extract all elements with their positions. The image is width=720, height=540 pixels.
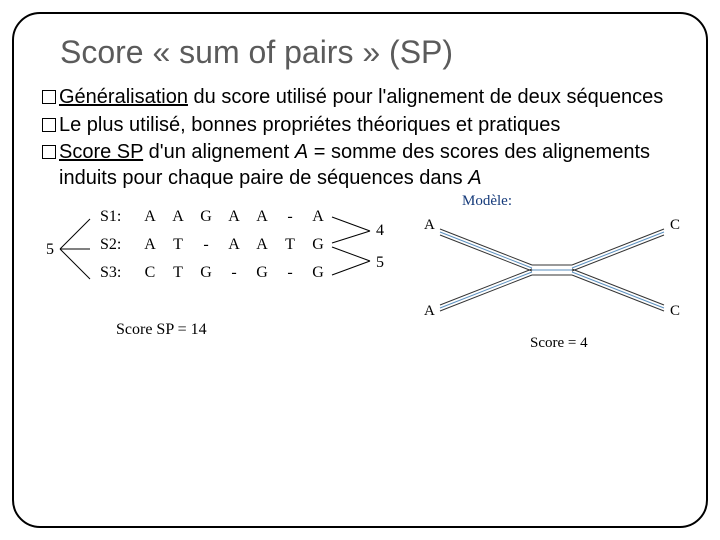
model-score-text: Score = 4	[530, 335, 588, 352]
table-row: S3: C T G - G - G	[100, 259, 332, 287]
seq-cell: -	[276, 208, 304, 226]
left-bracket-icon: 5	[42, 193, 104, 303]
bullet-item: Le plus utilisé, bonnes propriétes théor…	[42, 113, 678, 139]
seq-cell: C	[136, 264, 164, 282]
bullet-item: Score SP d'un alignement A = somme des s…	[42, 140, 678, 191]
seq-cell: G	[192, 264, 220, 282]
bullet-box-icon	[42, 145, 56, 159]
model-node-label: A	[424, 303, 435, 320]
sequence-table: S1: A A G A A - A S2: A T - A A T G S3:	[100, 203, 332, 287]
seq-cell: T	[276, 236, 304, 254]
bullet-rest: du score utilisé pour l'alignement de de…	[188, 86, 663, 108]
seq-label: S2:	[100, 236, 136, 254]
score-sp-text: Score SP = 14	[116, 321, 207, 339]
diagram-area: 5 S1: A A G A A - A S2: A T - A A T	[42, 187, 678, 367]
seq-cell: -	[220, 264, 248, 282]
slide-frame: Score « sum of pairs » (SP) Généralisati…	[12, 12, 708, 528]
bullet-lead: Score SP	[59, 141, 143, 163]
model-node-label: C	[670, 303, 680, 320]
right-bottom-value: 5	[376, 254, 384, 271]
seq-label: S3:	[100, 264, 136, 282]
seq-cell: G	[248, 264, 276, 282]
seq-cell: A	[248, 208, 276, 226]
seq-label: S1:	[100, 208, 136, 226]
bullet-list: Généralisation du score utilisé pour l'a…	[42, 85, 678, 191]
seq-cell: T	[164, 264, 192, 282]
seq-cell: A	[220, 236, 248, 254]
seq-cell: -	[192, 236, 220, 254]
bullet-ital: A	[468, 167, 481, 189]
slide-title: Score « sum of pairs » (SP)	[60, 34, 678, 71]
seq-cell: A	[220, 208, 248, 226]
bullet-rest: Le plus utilisé, bonnes propriétes théor…	[59, 114, 560, 136]
bullet-box-icon	[42, 118, 56, 132]
right-bracket-icon: 4 5	[326, 195, 416, 305]
bullet-lead: Généralisation	[59, 86, 188, 108]
bullet-text: Généralisation du score utilisé pour l'a…	[59, 85, 678, 111]
seq-cell: T	[164, 236, 192, 254]
model-node-label: C	[670, 217, 680, 234]
bullet-item: Généralisation du score utilisé pour l'a…	[42, 85, 678, 111]
seq-cell: A	[136, 236, 164, 254]
seq-cell: G	[192, 208, 220, 226]
bullet-part1: d'un alignement	[143, 141, 295, 163]
bullet-ital: A	[295, 141, 308, 163]
seq-cell: A	[136, 208, 164, 226]
model-node-label: A	[424, 217, 435, 234]
table-row: S2: A T - A A T G	[100, 231, 332, 259]
left-value: 5	[46, 241, 54, 258]
seq-cell: A	[164, 208, 192, 226]
bullet-text: Score SP d'un alignement A = somme des s…	[59, 140, 678, 191]
modele-label: Modèle:	[462, 193, 512, 210]
bullet-box-icon	[42, 90, 56, 104]
table-row: S1: A A G A A - A	[100, 203, 332, 231]
seq-cell: -	[276, 264, 304, 282]
model-diagram-icon	[422, 211, 682, 331]
bullet-text: Le plus utilisé, bonnes propriétes théor…	[59, 113, 678, 139]
right-top-value: 4	[376, 222, 384, 239]
seq-cell: A	[248, 236, 276, 254]
